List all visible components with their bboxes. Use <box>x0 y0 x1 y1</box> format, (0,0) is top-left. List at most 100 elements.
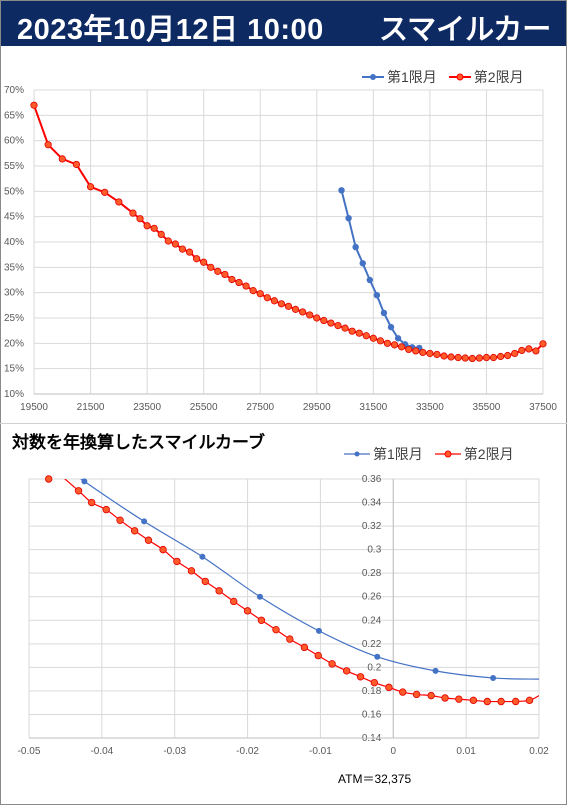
chart1-ytick-label: 70% <box>4 85 24 96</box>
chart1-point-2 <box>468 354 476 363</box>
chart2-ytick-label: 0.26 <box>362 592 382 603</box>
chart1-point-2 <box>228 275 236 284</box>
chart1-ytick-label: 45% <box>4 212 24 223</box>
chart1-point-2 <box>504 351 512 360</box>
chart1-point-2 <box>475 354 483 362</box>
chart2-point-2 <box>215 587 223 595</box>
chart1-point-2 <box>58 155 66 163</box>
chart2-point-2 <box>159 545 167 554</box>
chart2-legend-marker-1 <box>344 451 370 457</box>
chart1-point-2 <box>454 353 462 362</box>
chart2-ytick-label: 0.24 <box>362 615 382 626</box>
chart1-point-1 <box>359 260 366 267</box>
chart1-point-2 <box>440 352 448 360</box>
chart1-point-2 <box>185 248 194 256</box>
chart1-point-2 <box>150 224 158 232</box>
chart1-legend-item-1: 第1限月 <box>362 67 437 87</box>
chart2-point-2 <box>483 697 491 706</box>
smile-curve-panel: 第1限月 第2限月 10% 15% 20% 25% 30% 35% 40% 45% 50% 55%… <box>0 46 567 423</box>
chart1-point-2 <box>461 354 469 362</box>
chart2-point-2 <box>370 678 379 687</box>
chart1-xtick-label: 23500 <box>133 402 161 413</box>
chart1-point-1 <box>380 309 388 317</box>
annualized-smile-panel: 対数を年換算したスマイルカーブ 第1限月 第2限月 0.14 0.16 0.18 0.… <box>0 423 567 806</box>
chart1-point-2 <box>256 290 264 298</box>
chart1-point-2 <box>383 339 392 347</box>
chart1-point-2 <box>214 267 222 275</box>
chart2-point-2 <box>87 498 96 507</box>
chart1-xtick-label: 31500 <box>359 402 387 413</box>
chart1-point-2 <box>164 237 172 245</box>
chart2-ytick-label: 0.3 <box>367 545 381 556</box>
chart2-xtick-label: 0 <box>391 746 397 757</box>
chart2-legend-label-1: 第1限月 <box>373 446 423 462</box>
chart2-point-2 <box>144 536 153 544</box>
chart1-point-1 <box>387 323 395 331</box>
chart2-legend-item-2: 第2限月 <box>434 444 514 464</box>
chart1-ytick-label: 65% <box>4 110 24 121</box>
chart1-series-line-1 <box>340 190 420 349</box>
chart2-ytick-label: 0.18 <box>362 686 382 697</box>
chart2-xtick-label: -0.05 <box>18 746 41 757</box>
chart1-point-2 <box>348 327 356 335</box>
chart2-point-1 <box>315 627 322 634</box>
chart1-point-2 <box>192 255 201 263</box>
chart2-point-2 <box>427 691 435 700</box>
chart2-point-2 <box>300 643 309 652</box>
chart2-point-2 <box>441 694 449 702</box>
chart2-point-2 <box>412 690 421 699</box>
chart1-point-2 <box>532 347 540 355</box>
chart2-point-2 <box>74 487 83 495</box>
chart2-point-2 <box>286 635 294 643</box>
chart1-point-2 <box>221 270 229 279</box>
chart2-point-1 <box>432 667 439 674</box>
chart1-xtick-label: 35500 <box>473 402 501 413</box>
chart1-point-1 <box>373 292 381 299</box>
chart1-point-2 <box>419 348 427 357</box>
chart1-ytick-label: 30% <box>4 288 24 299</box>
chart1-point-2 <box>334 321 342 330</box>
chart1-point-1 <box>352 243 359 251</box>
chart2-legend-marker-2 <box>434 450 461 458</box>
chart2-point-2 <box>230 597 238 606</box>
chart1-point-2 <box>405 345 413 354</box>
chart1-point-2 <box>341 324 349 332</box>
chart2-point-2 <box>272 625 280 634</box>
chart1-point-2 <box>496 352 505 361</box>
chart2-point-1 <box>374 653 381 660</box>
chart2-point-1 <box>81 478 88 485</box>
chart1-point-2 <box>129 209 137 217</box>
chart2-xtick-label: -0.02 <box>236 746 259 757</box>
chart1-point-2 <box>200 258 208 266</box>
chart2-point-2 <box>116 516 124 524</box>
chart1-point-2 <box>426 349 434 358</box>
chart1-ytick-label: 20% <box>4 338 24 349</box>
chart1-point-2 <box>72 160 81 169</box>
chart2-ytick-label: 0.32 <box>362 521 382 532</box>
chart1-point-2 <box>320 316 328 325</box>
chart2-legend-label-2: 第2限月 <box>463 446 514 462</box>
chart2-point-2 <box>130 527 139 535</box>
chart2-point-2 <box>469 696 478 705</box>
chart1-point-2 <box>115 198 123 206</box>
chart1-series-line-2 <box>33 104 544 360</box>
chart1-xtick-label: 37500 <box>529 402 557 413</box>
chart1-point-2 <box>362 332 370 340</box>
chart1-point-2 <box>143 222 151 230</box>
chart1-point-2 <box>101 188 109 196</box>
chart2-point-2 <box>455 695 463 703</box>
chart1-point-1 <box>345 214 352 222</box>
chart1-point-2 <box>525 345 533 353</box>
title-date: 2023年10月12日 10:00 <box>17 14 324 46</box>
chart1-point-2 <box>242 282 250 290</box>
chart1-point-2 <box>390 341 399 349</box>
chart2-xtick-label: -0.03 <box>163 746 186 757</box>
chart1-xtick-label: 19500 <box>20 402 48 413</box>
chart2-point-1 <box>141 518 148 525</box>
chart1-ytick-label: 40% <box>4 237 24 248</box>
chart2-xtick-label: 0.02 <box>529 746 549 757</box>
chart2-point-2 <box>257 616 266 624</box>
title-subtitle: スマイルカーブ <box>379 14 552 88</box>
chart1-legend-marker-1 <box>362 74 384 80</box>
chart1-point-2 <box>433 350 441 359</box>
